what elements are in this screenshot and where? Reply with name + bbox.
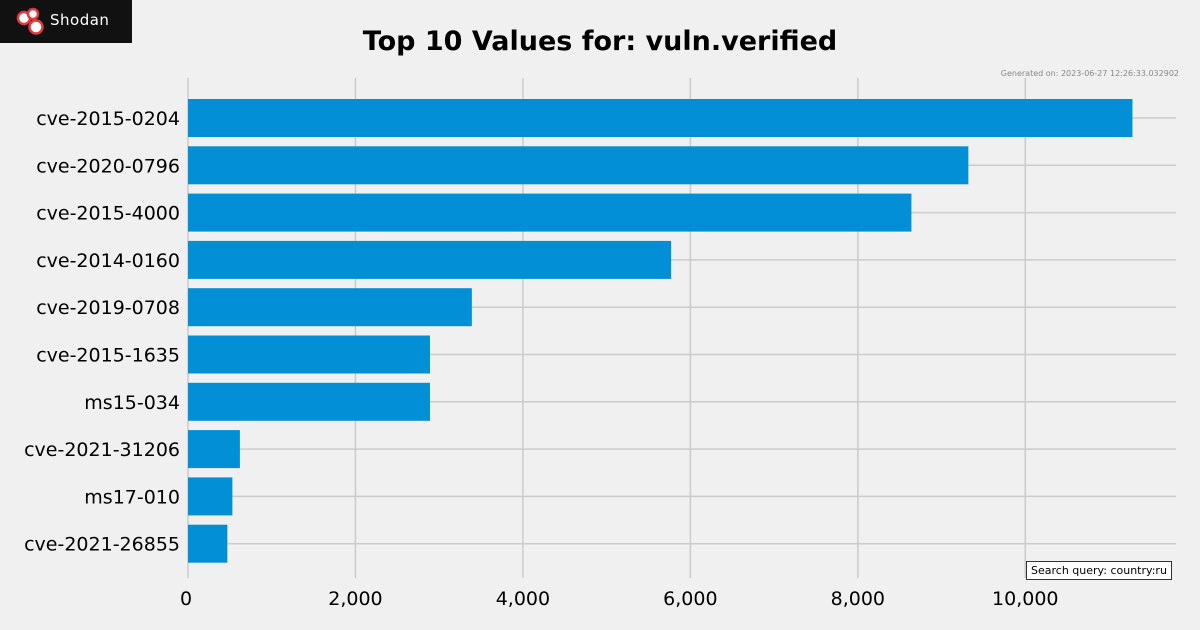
shodan-logo[interactable]: Shodan (0, 0, 132, 43)
x-tick-label: 6,000 (663, 588, 717, 610)
bar-cve-2015-1635 (188, 335, 430, 374)
category-label: cve-2015-0204 (36, 108, 180, 130)
chart-title: Top 10 Values for: vuln.verified (362, 26, 838, 57)
category-label: cve-2019-0708 (36, 297, 180, 319)
category-label: ms15-034 (84, 392, 180, 414)
x-tick-label: 2,000 (328, 588, 382, 610)
bar-cve-2019-0708 (188, 288, 472, 327)
category-label: cve-2020-0796 (36, 155, 180, 177)
x-tick-label: 4,000 (496, 588, 550, 610)
bar-ms17-010 (188, 477, 233, 516)
logo-text: Shodan (50, 11, 110, 29)
category-label: ms17-010 (84, 486, 180, 508)
shodan-logo-icon (16, 7, 44, 35)
bar-cve-2021-26855 (188, 524, 228, 563)
category-label: cve-2015-4000 (36, 203, 180, 225)
x-tick-labels: 0 2,000 4,000 6,000 8,000 10,000 (180, 588, 1059, 610)
x-tick-label: 8,000 (831, 588, 885, 610)
bar-cve-2021-31206 (188, 430, 240, 469)
x-tick-label: 0 (180, 588, 192, 610)
category-label: cve-2015-1635 (36, 345, 180, 367)
x-tick-label: 10,000 (992, 588, 1058, 610)
bar-ms15-034 (188, 382, 430, 421)
bar-cve-2020-0796 (188, 146, 969, 185)
generated-timestamp: Generated on: 2023-06-27 12:26:33.032902 (1000, 69, 1179, 78)
category-label: cve-2014-0160 (36, 250, 180, 272)
category-label: cve-2021-26855 (24, 534, 180, 556)
bar-cve-2015-4000 (188, 193, 912, 232)
bar-cve-2014-0160 (188, 240, 672, 279)
bar-layer (188, 99, 1133, 563)
bar-cve-2015-0204 (188, 99, 1133, 137)
category-label: cve-2021-31206 (24, 439, 180, 461)
category-labels: cve-2015-0204 cve-2020-0796 cve-2015-4000 c… (24, 108, 180, 556)
search-query-box: Search query: country:ru (1026, 561, 1172, 580)
